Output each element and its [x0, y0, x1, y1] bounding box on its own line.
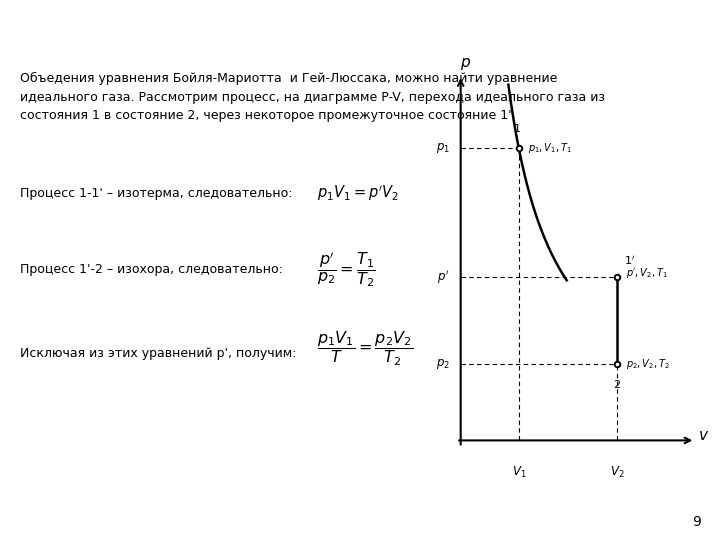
- Text: $p_1, V_1, T_1$: $p_1, V_1, T_1$: [528, 141, 572, 156]
- Text: $\dfrac{p'}{p_2} = \dfrac{T_1}{T_2}$: $\dfrac{p'}{p_2} = \dfrac{T_1}{T_2}$: [317, 248, 376, 288]
- Text: $p_2, V_2, T_2$: $p_2, V_2, T_2$: [626, 357, 670, 371]
- Text: $2$: $2$: [613, 378, 621, 390]
- Text: $p_1$: $p_1$: [436, 141, 449, 156]
- Text: Процесс 1'-2 – изохора, следовательно:: Процесс 1'-2 – изохора, следовательно:: [20, 264, 283, 276]
- Text: $v$: $v$: [698, 428, 708, 443]
- Text: $V_2$: $V_2$: [610, 465, 624, 480]
- Text: $p$: $p$: [459, 56, 471, 72]
- Text: $1'$: $1'$: [624, 253, 635, 267]
- Text: $p_1V_1 = p'V_2$: $p_1V_1 = p'V_2$: [317, 184, 399, 203]
- Text: 9: 9: [693, 515, 701, 529]
- Text: $\dfrac{p_1V_1}{T} = \dfrac{p_2V_2}{T_2}$: $\dfrac{p_1V_1}{T} = \dfrac{p_2V_2}{T_2}…: [317, 329, 413, 368]
- Text: $1$: $1$: [513, 123, 521, 134]
- Text: Объедения уравнения Бойля-Мариотта  и Гей-Люссака, можно найти уравнение
идеальн: Объедения уравнения Бойля-Мариотта и Гей…: [20, 72, 605, 123]
- Text: Процесс 1-1' – изотерма, следовательно:: Процесс 1-1' – изотерма, следовательно:: [20, 187, 292, 200]
- Text: Уравнение состояния идеального газа: Уравнение состояния идеального газа: [13, 15, 480, 35]
- Text: $p', V_2, T_1$: $p', V_2, T_1$: [626, 266, 667, 280]
- Text: $V_1$: $V_1$: [511, 465, 526, 480]
- Text: $p'$: $p'$: [437, 268, 449, 286]
- Text: Исключая из этих уравнений p', получим:: Исключая из этих уравнений p', получим:: [20, 347, 297, 360]
- Text: $p_2$: $p_2$: [436, 357, 449, 371]
